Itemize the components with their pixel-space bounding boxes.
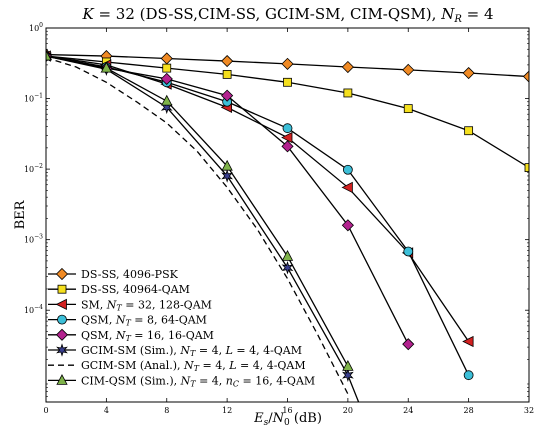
data-point — [281, 131, 293, 144]
y-tick-label: 10−1 — [24, 93, 43, 104]
x-tick-label: 24 — [403, 406, 413, 415]
series-line — [46, 55, 470, 376]
legend-marker — [55, 328, 69, 341]
legend-marker — [56, 374, 68, 385]
data-point — [341, 219, 354, 232]
legend-label: QSM, NT​ = 8, 64-QAM — [81, 314, 207, 328]
x-tick-label: 12 — [222, 406, 232, 415]
data-point — [46, 49, 52, 61]
y-axis-label: BER — [13, 199, 28, 229]
data-point — [341, 368, 354, 382]
data-point — [358, 407, 368, 418]
data-point — [100, 61, 113, 73]
legend-marker — [55, 267, 69, 281]
legend-entry: DS-SS, 4096-PSK — [48, 267, 179, 281]
data-point — [162, 63, 172, 73]
data-point — [281, 140, 294, 153]
x-axis-label: Es/N0 (dB) — [253, 411, 322, 428]
data-point — [281, 57, 294, 70]
data-point — [221, 159, 233, 171]
series-6 — [46, 57, 349, 395]
series-layer — [46, 48, 529, 418]
legend-marker — [55, 298, 67, 311]
data-point — [403, 246, 414, 257]
legend-entry: GCIM-SM (Sim.), NT​ = 4, L = 4, 4-QAM — [48, 343, 302, 358]
data-point — [221, 89, 234, 102]
data-point — [462, 335, 474, 348]
data-point — [281, 249, 294, 261]
x-tick-label: 20 — [343, 406, 353, 415]
series-line — [46, 55, 349, 367]
data-point — [402, 338, 415, 351]
data-point — [282, 123, 293, 134]
legend-entry: SM, NT​ = 32, 128-QAM — [48, 298, 212, 312]
legend-label: SM, NT​ = 32, 128-QAM — [81, 298, 212, 312]
data-point — [341, 181, 353, 194]
x-tick-label: 4 — [104, 406, 109, 415]
data-point — [221, 54, 234, 68]
chart-title: K = 32 (DS-SS,CIM-SS, GCIM-SM, CIM-QSM),… — [81, 5, 493, 25]
data-point — [402, 63, 415, 76]
data-point — [343, 88, 353, 98]
legend-marker — [57, 314, 67, 325]
data-point — [160, 72, 173, 85]
legend-marker — [56, 343, 68, 357]
y-tick-label: 10−2 — [24, 163, 43, 174]
legend-label: DS-SS, 40964-QAM — [81, 283, 190, 296]
series-line — [46, 55, 470, 342]
legend-entry: QSM, NT​ = 16, 16-QAM — [48, 328, 214, 343]
legend-entry: CIM-QSM (Sim.), NT​ = 4, nC​ = 16, 4-QAM — [48, 374, 315, 388]
legend-label: GCIM-SM (Sim.), NT​ = 4, L = 4, 4-QAM — [81, 344, 302, 358]
legend: DS-SS, 4096-PSK DS-SS, 40964-QAM SM, NT​ =… — [48, 267, 315, 388]
data-point — [464, 126, 474, 136]
plot-frame — [45, 27, 530, 403]
data-point — [342, 360, 354, 371]
legend-label: DS-SS, 4096-PSK — [81, 268, 179, 281]
data-point — [342, 164, 353, 175]
data-point — [341, 60, 354, 74]
data-point — [283, 77, 292, 87]
x-tick-label: 32 — [524, 406, 534, 415]
data-point — [522, 70, 529, 83]
data-point — [403, 104, 413, 114]
x-tick-label: 0 — [43, 406, 48, 415]
y-tick-label: 10−3 — [24, 234, 43, 245]
x-tick-label: 8 — [164, 406, 169, 415]
series-line — [46, 57, 349, 395]
data-point — [161, 94, 173, 106]
legend-entry: QSM, NT​ = 8, 64-QAM — [48, 314, 207, 328]
legend-label: GCIM-SM (Anal.), NT​ = 4, L = 4, 4-QAM — [81, 359, 306, 373]
x-tick-label: 28 — [464, 406, 474, 415]
y-tick-label: 10−4 — [24, 304, 43, 315]
series-7 — [46, 49, 354, 371]
legend-marker — [57, 284, 67, 294]
data-point — [524, 163, 529, 173]
y-tick-label: 100 — [29, 22, 43, 33]
x-tick-label: 16 — [282, 406, 292, 415]
data-point — [463, 370, 474, 381]
legend-label: QSM, NT​ = 16, 16-QAM — [81, 329, 214, 343]
data-point — [462, 66, 475, 80]
data-point — [160, 52, 173, 65]
data-point — [222, 69, 232, 79]
data-point — [281, 260, 294, 275]
series-0 — [46, 48, 529, 83]
legend-label: CIM-QSM (Sim.), NT​ = 4, nC​ = 16, 4-QAM — [81, 374, 315, 388]
legend-entry: GCIM-SM (Anal.), NT​ = 4, L = 4, 4-QAM — [48, 359, 306, 373]
legend-entry: DS-SS, 40964-QAM — [48, 283, 190, 296]
